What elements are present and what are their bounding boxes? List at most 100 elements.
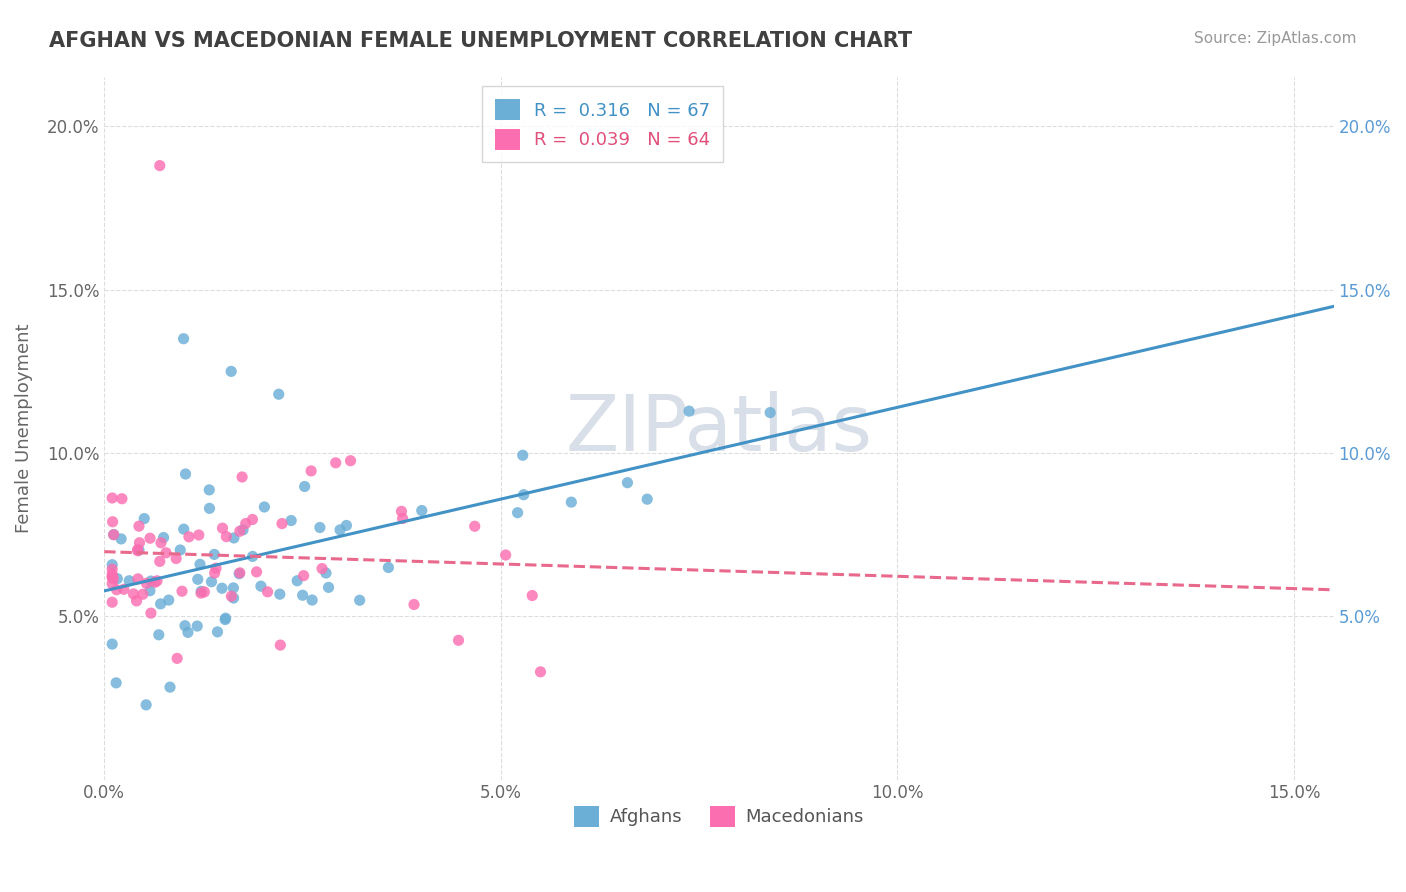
Point	[174, 618, 197, 632]
Point	[207, 624, 229, 639]
Point	[222, 591, 245, 605]
Point	[280, 514, 302, 528]
Point	[128, 519, 150, 533]
Point	[311, 561, 333, 575]
Point	[232, 523, 254, 537]
Point	[267, 387, 290, 401]
Text: Source: ZipAtlas.com: Source: ZipAtlas.com	[1194, 31, 1357, 46]
Point	[222, 531, 245, 545]
Point	[165, 551, 187, 566]
Point	[146, 574, 169, 588]
Point	[211, 521, 233, 535]
Point	[134, 511, 156, 525]
Point	[242, 549, 264, 564]
Point	[335, 518, 357, 533]
Point	[149, 597, 172, 611]
Point	[128, 535, 150, 549]
Text: AFGHAN VS MACEDONIAN FEMALE UNEMPLOYMENT CORRELATION CHART: AFGHAN VS MACEDONIAN FEMALE UNEMPLOYMENT…	[49, 31, 912, 51]
Point	[678, 404, 700, 418]
Point	[170, 584, 193, 599]
Point	[215, 530, 238, 544]
Point	[636, 492, 658, 507]
Point	[101, 595, 124, 609]
Point	[318, 580, 340, 594]
Point	[529, 665, 551, 679]
Point	[391, 504, 413, 518]
Point	[759, 406, 782, 420]
Point	[269, 638, 291, 652]
Point	[522, 589, 544, 603]
Point	[128, 543, 150, 558]
Point	[127, 543, 149, 558]
Point	[301, 593, 323, 607]
Point	[169, 543, 191, 558]
Point	[411, 503, 433, 517]
Point	[221, 589, 243, 603]
Y-axis label: Female Unemployment: Female Unemployment	[15, 324, 32, 533]
Point	[139, 583, 162, 598]
Point	[447, 633, 470, 648]
Point	[110, 532, 132, 546]
Point	[271, 516, 294, 531]
Point	[105, 676, 128, 690]
Point	[235, 516, 257, 531]
Point	[512, 488, 534, 502]
Point	[177, 530, 200, 544]
Point	[269, 587, 291, 601]
Point	[222, 581, 245, 595]
Point	[135, 698, 157, 712]
Point	[148, 628, 170, 642]
Point	[349, 593, 371, 607]
Point	[152, 531, 174, 545]
Point	[150, 535, 173, 549]
Point	[101, 570, 124, 584]
Point	[139, 606, 162, 620]
Point	[231, 470, 253, 484]
Point	[159, 680, 181, 694]
Point	[139, 531, 162, 545]
Point	[402, 598, 425, 612]
Point	[560, 495, 582, 509]
Point	[294, 479, 316, 493]
Point	[198, 483, 221, 497]
Point	[101, 491, 124, 505]
Point	[139, 574, 162, 588]
Point	[101, 515, 124, 529]
Point	[111, 491, 134, 506]
Point	[202, 548, 225, 562]
Point	[214, 611, 236, 625]
Point	[186, 619, 208, 633]
Point	[512, 448, 534, 462]
Point	[173, 522, 195, 536]
Point	[205, 561, 228, 575]
Point	[339, 454, 361, 468]
Point	[198, 501, 221, 516]
Point	[214, 613, 236, 627]
Point	[122, 587, 145, 601]
Point	[250, 579, 273, 593]
Point	[329, 523, 352, 537]
Point	[377, 560, 399, 574]
Point	[132, 587, 155, 601]
Point	[391, 511, 413, 525]
Point	[229, 524, 252, 539]
Point	[166, 651, 188, 665]
Point	[291, 588, 314, 602]
Point	[125, 594, 148, 608]
Point	[103, 527, 125, 541]
Point	[174, 467, 197, 481]
Point	[103, 527, 125, 541]
Point	[190, 586, 212, 600]
Point	[143, 575, 166, 590]
Point	[112, 582, 135, 597]
Point	[103, 572, 125, 586]
Point	[616, 475, 638, 490]
Point	[105, 582, 128, 597]
Legend: Afghans, Macedonians: Afghans, Macedonians	[567, 798, 872, 834]
Point	[101, 570, 124, 584]
Point	[101, 576, 124, 591]
Point	[204, 566, 226, 580]
Point	[149, 554, 172, 568]
Point	[127, 542, 149, 557]
Point	[193, 585, 215, 599]
